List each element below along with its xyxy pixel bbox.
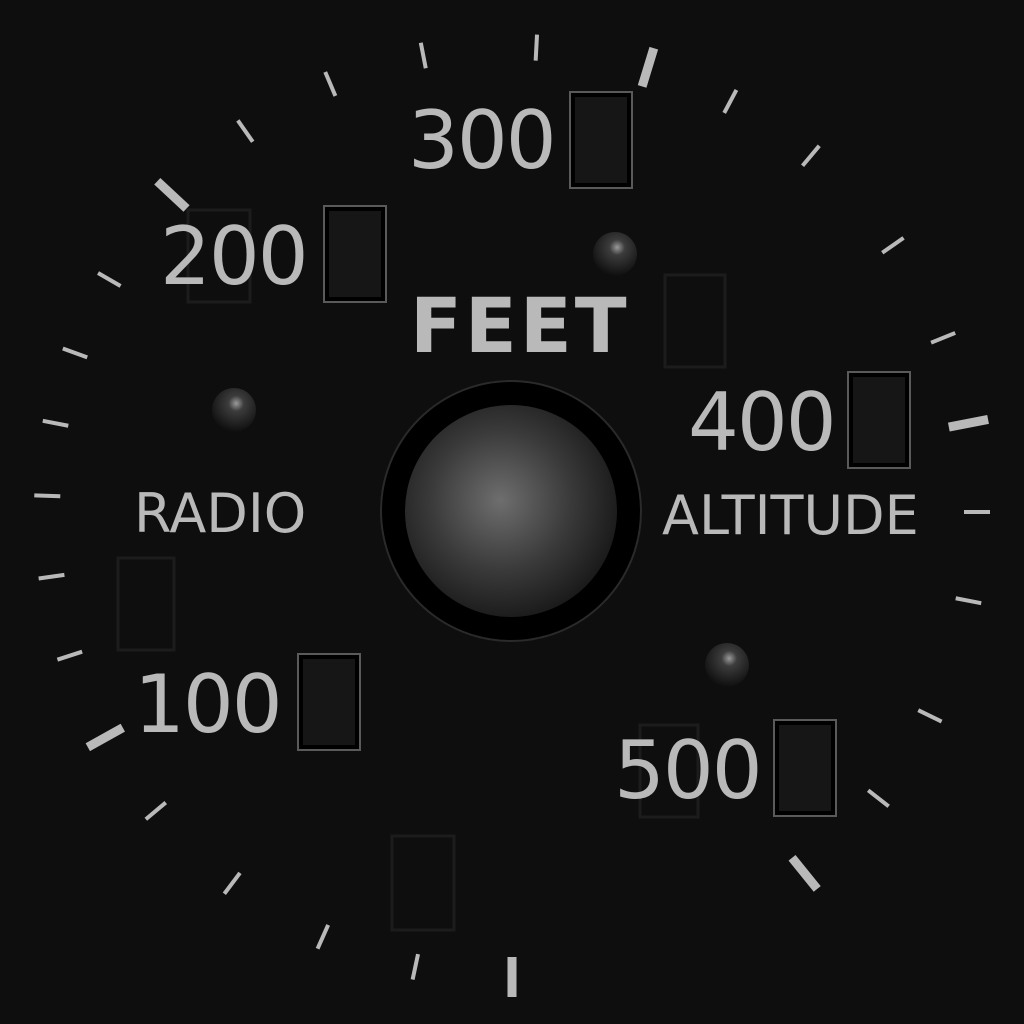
minor-tick	[222, 871, 242, 895]
flag-window-300	[569, 91, 633, 189]
flag-window-200	[323, 205, 387, 303]
minor-tick	[144, 801, 168, 821]
minor-tick	[533, 34, 540, 61]
major-tick	[788, 854, 821, 892]
minor-tick	[917, 708, 943, 724]
center-knob-icon[interactable]	[380, 380, 642, 642]
minor-tick	[236, 119, 255, 143]
minor-tick	[722, 89, 739, 114]
screw-icon	[593, 232, 637, 276]
minor-tick	[323, 71, 338, 97]
altitude-label: ALTITUDE	[662, 484, 919, 547]
scale-label-100: 100	[134, 658, 281, 751]
major-tick	[637, 46, 659, 88]
scale-label-400: 400	[688, 376, 835, 469]
minor-tick	[38, 572, 65, 581]
flag-window-500	[773, 719, 837, 817]
scale-label-300: 300	[408, 94, 555, 187]
minor-tick	[418, 42, 428, 69]
minor-tick	[866, 788, 890, 808]
scale-label-200: 200	[160, 210, 307, 303]
flag-window-400	[847, 371, 911, 469]
major-tick	[85, 723, 125, 752]
minor-tick	[97, 271, 122, 288]
minor-tick	[801, 144, 821, 168]
minor-tick	[56, 649, 83, 662]
minor-tick	[930, 331, 956, 345]
unit-label: FEET	[410, 281, 630, 370]
minor-tick	[410, 953, 420, 980]
flag-window-100	[297, 653, 361, 751]
major-tick	[947, 415, 989, 432]
minor-tick	[955, 596, 982, 606]
scale-label-500: 500	[614, 724, 761, 817]
minor-tick	[42, 418, 69, 428]
minor-tick	[62, 346, 88, 360]
major-tick	[154, 177, 190, 212]
radio-label: RADIO	[134, 482, 306, 545]
scale-ticks	[34, 34, 990, 997]
minor-tick	[34, 493, 61, 499]
screw-icon	[705, 643, 749, 687]
screw-icon	[212, 388, 256, 432]
minor-tick	[881, 236, 905, 255]
ghost-outlines	[116, 208, 727, 932]
minor-tick	[315, 924, 330, 950]
